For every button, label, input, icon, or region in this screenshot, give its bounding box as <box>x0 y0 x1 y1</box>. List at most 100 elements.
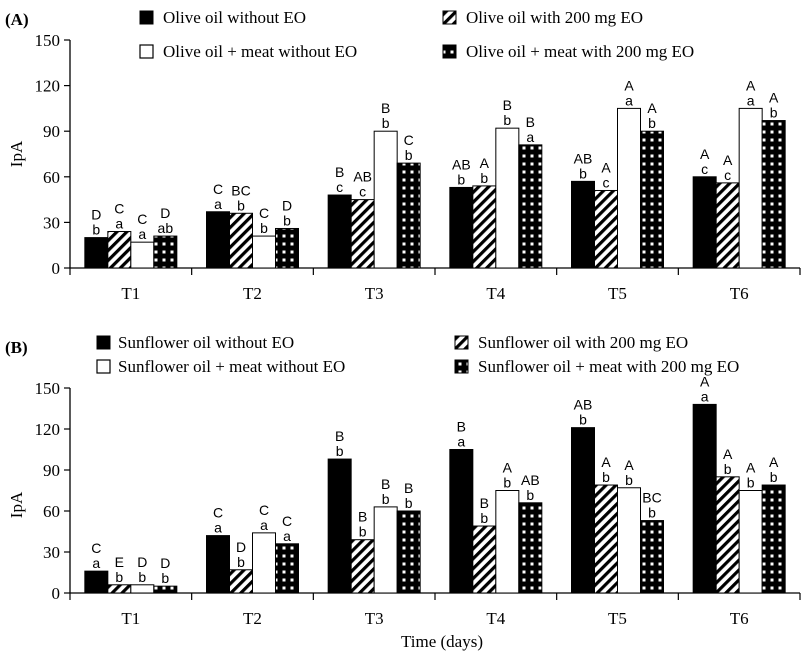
bar-letter-upper-a: B <box>381 100 390 116</box>
bar-letter-upper-a: A <box>769 90 779 106</box>
bar-letter-upper-b: A <box>769 454 779 470</box>
bar-b-s4-t6 <box>761 484 786 594</box>
bar-letter-lower-b: b <box>115 569 123 585</box>
bar-letter-upper-b: A <box>723 446 733 462</box>
bar-a-s4-t4 <box>518 144 543 269</box>
bar-letter-upper-a: C <box>137 211 147 227</box>
bar-letter-upper-b: B <box>457 419 466 435</box>
bar-letter-upper-a: A <box>647 100 657 116</box>
legend-label-a-3: Olive oil + meat without EO <box>163 42 357 61</box>
bar-letter-lower-a: a <box>747 92 755 108</box>
y-tick-label-a: 0 <box>52 259 61 278</box>
bar-b-s2-t5 <box>594 484 618 594</box>
bar-letter-upper-a: B <box>526 114 535 130</box>
legend-label-b-4: Sunflower oil + meat with 200 mg EO <box>478 357 739 376</box>
bar-letter-lower-b: b <box>625 472 633 488</box>
bar-a-s2-t3 <box>350 199 375 269</box>
bar-letter-lower-a: a <box>526 129 534 145</box>
bar-letter-upper-b: B <box>480 495 489 511</box>
bar-letter-lower-a: b <box>382 115 390 131</box>
bar-b-s4-t3 <box>396 510 421 594</box>
bar-letter-lower-b: b <box>602 469 610 485</box>
bar-letter-lower-b: b <box>724 461 732 477</box>
bar-a-s2-t4 <box>472 185 497 269</box>
x-tick-label-a: T4 <box>486 284 505 303</box>
y-tick-label-a: 30 <box>43 213 60 232</box>
legend-swatch-b-3 <box>96 359 111 374</box>
bar-a-s3-t1 <box>130 241 155 269</box>
bar-b-s2-t1 <box>107 584 132 594</box>
bar-a-s3-t4 <box>495 127 520 269</box>
bar-letter-lower-b: b <box>503 475 511 491</box>
bar-letter-upper-a: AB <box>452 156 471 172</box>
x-tick-label-a: T3 <box>365 284 384 303</box>
bar-a-s1-t1 <box>84 237 109 269</box>
bar-letter-lower-b: b <box>747 475 755 491</box>
x-tick-label-b: T3 <box>365 609 384 628</box>
legend-swatch-b-2 <box>454 335 469 350</box>
bar-letter-lower-a: b <box>648 115 656 131</box>
bar-letter-upper-a: D <box>91 207 101 223</box>
bar-b-s2-t4 <box>472 525 497 594</box>
bar-letter-upper-b: BC <box>642 490 661 506</box>
bar-letter-upper-a: A <box>700 146 710 162</box>
bar-letter-lower-b: b <box>480 510 488 526</box>
panel-a-label: (A) <box>5 10 29 29</box>
bar-letter-upper-b: A <box>601 454 611 470</box>
bar-letter-upper-b: B <box>404 480 413 496</box>
bar-letter-upper-a: A <box>624 77 634 93</box>
panel-b-xlabel: Time (days) <box>401 632 483 651</box>
bar-letter-lower-b: a <box>283 528 291 544</box>
bar-letter-upper-b: C <box>259 502 269 518</box>
bar-b-s4-t5 <box>640 520 664 594</box>
bar-b-s1-t4 <box>449 449 474 594</box>
x-tick-label-b: T6 <box>730 609 749 628</box>
bar-b-s3-t5 <box>617 487 641 594</box>
bar-b-s1-t1 <box>84 570 109 594</box>
bar-letter-upper-b: AB <box>574 397 593 413</box>
bar-letter-lower-a: b <box>503 112 511 128</box>
bar-letter-lower-a: b <box>480 170 488 186</box>
legend-label-b-1: Sunflower oil without EO <box>118 333 294 352</box>
bar-letter-upper-b: C <box>282 513 292 529</box>
legend-swatch-a-1 <box>139 10 154 25</box>
bar-letter-lower-a: c <box>701 161 708 177</box>
bar-letter-upper-a: A <box>601 159 611 175</box>
bar-letter-upper-b: D <box>160 555 170 571</box>
bar-letter-lower-b: b <box>336 443 344 459</box>
bar-letter-lower-a: c <box>724 167 731 183</box>
y-tick-label-b: 120 <box>35 420 61 439</box>
bar-letter-lower-b: b <box>405 495 413 511</box>
bar-letter-lower-a: b <box>92 222 100 238</box>
panel-b: (B) Sunflower oil without EO Sunflower o… <box>5 333 801 651</box>
bar-b-s3-t2 <box>252 532 276 594</box>
bar-letter-lower-b: b <box>382 491 390 507</box>
x-tick-label-b: T2 <box>243 609 262 628</box>
bar-letter-lower-a: b <box>405 147 413 163</box>
bar-b-s3-t3 <box>373 506 398 594</box>
y-tick-label-b: 150 <box>35 379 61 398</box>
bar-a-s3-t2 <box>252 235 276 269</box>
bar-a-s3-t6 <box>738 107 763 269</box>
panel-b-legend: Sunflower oil without EO Sunflower oil w… <box>96 333 739 376</box>
bar-letter-upper-b: C <box>91 540 101 556</box>
bar-letter-upper-a: C <box>213 181 223 197</box>
bar-letter-lower-a: a <box>214 196 222 212</box>
bar-letter-lower-a: a <box>625 92 633 108</box>
bar-letter-lower-a: b <box>237 197 245 213</box>
legend-label-a-4: Olive oil + meat with 200 mg EO <box>466 42 694 61</box>
bar-letter-lower-a: c <box>359 184 366 200</box>
bar-a-s1-t6 <box>692 176 717 269</box>
bar-b-s4-t1 <box>153 585 178 594</box>
bar-letter-upper-b: B <box>381 476 390 492</box>
bar-b-s2-t2 <box>229 569 253 594</box>
x-tick-label-a: T1 <box>121 284 140 303</box>
bar-letter-upper-a: A <box>723 152 733 168</box>
bar-a-s4-t3 <box>396 162 421 269</box>
bar-letter-lower-a: b <box>457 171 465 187</box>
legend-swatch-a-4 <box>442 44 457 59</box>
bar-b-s4-t2 <box>275 543 299 594</box>
bar-a-s2-t1 <box>107 231 132 269</box>
